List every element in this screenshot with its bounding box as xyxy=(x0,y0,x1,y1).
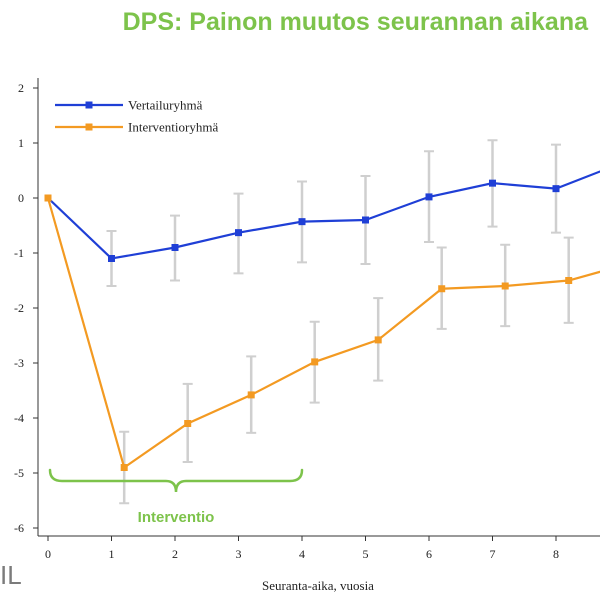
y-tick-label: -5 xyxy=(14,466,24,480)
legend-label: Interventioryhmä xyxy=(128,120,218,135)
y-tick-label: -4 xyxy=(14,411,24,425)
y-tick-label: 2 xyxy=(18,81,24,95)
series-line xyxy=(47,170,600,260)
x-tick-label: 0 xyxy=(45,547,51,561)
data-point xyxy=(120,464,128,471)
data-point xyxy=(565,277,573,284)
y-tick-label: -6 xyxy=(14,521,24,535)
x-tick-label: 6 xyxy=(426,547,432,561)
series-markers xyxy=(44,179,573,471)
x-tick-label: 5 xyxy=(363,547,369,561)
legend-swatch-marker xyxy=(85,101,93,109)
x-tick-label: 1 xyxy=(109,547,115,561)
y-tick-label: 1 xyxy=(18,136,24,150)
data-point xyxy=(235,229,242,237)
data-point xyxy=(425,193,433,201)
axes: 2 1 0 -1 -2 -3 -4 -5 -6 0 1 2 3 4 5 6 7 8 xyxy=(14,78,600,561)
series-line xyxy=(46,197,600,470)
error-bars xyxy=(106,139,574,505)
intervention-annotation: Interventio xyxy=(48,468,304,526)
y-tick-label: -2 xyxy=(14,301,24,315)
legend: Vertailuryhmä Interventioryhmä xyxy=(55,98,218,135)
data-point xyxy=(298,218,306,226)
x-tick-label: 8 xyxy=(553,547,559,561)
data-point xyxy=(552,185,560,193)
data-point xyxy=(108,255,115,262)
data-point xyxy=(184,420,192,427)
data-point xyxy=(374,336,382,344)
x-tick-label: 2 xyxy=(172,547,178,561)
data-point xyxy=(489,179,496,187)
intervention-brace xyxy=(48,468,304,493)
data-point xyxy=(171,244,179,251)
legend-label: Vertailuryhmä xyxy=(128,98,203,113)
data-point xyxy=(362,216,369,224)
data-point xyxy=(438,285,446,293)
data-point xyxy=(311,358,319,366)
intervention-label: Interventio xyxy=(138,509,215,526)
legend-swatch-marker xyxy=(85,123,93,131)
series-lines xyxy=(46,170,600,470)
y-tick-label: -1 xyxy=(14,246,24,260)
data-point xyxy=(247,391,255,399)
y-tick-label: 0 xyxy=(18,191,24,205)
x-tick-label: 4 xyxy=(299,547,305,561)
x-tick-label: 7 xyxy=(490,547,496,561)
x-axis-label: Seuranta-aika, vuosia xyxy=(262,578,374,593)
data-point xyxy=(501,282,509,290)
page-title: DPS: Painon muutos seurannan aikana xyxy=(122,8,588,36)
y-tick-label: -3 xyxy=(14,356,24,370)
x-tick-label: 3 xyxy=(236,547,242,561)
logo-text: IL xyxy=(0,560,22,590)
data-point xyxy=(44,194,52,202)
